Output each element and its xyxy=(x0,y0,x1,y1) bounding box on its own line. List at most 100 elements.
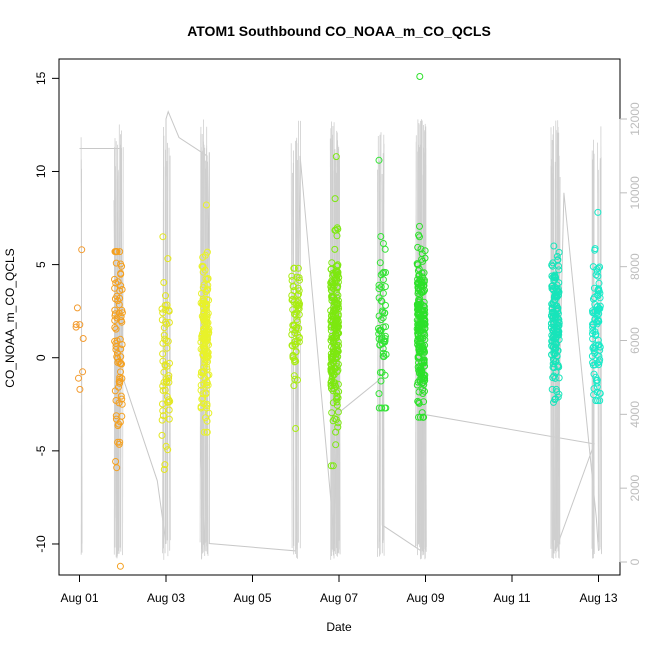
data-point xyxy=(552,340,560,348)
data-point xyxy=(333,350,340,358)
data-point xyxy=(329,462,337,470)
y-axis-right: 0 2000 4000 6000 8000 10000 12000 xyxy=(619,102,642,565)
data-point xyxy=(111,306,119,314)
altitude-profile xyxy=(116,175,118,549)
data-point xyxy=(327,265,335,273)
data-point xyxy=(550,364,558,372)
data-point xyxy=(294,291,302,299)
data-point xyxy=(197,386,205,394)
data-point xyxy=(159,412,167,420)
data-point xyxy=(381,332,389,340)
data-point xyxy=(382,323,390,331)
data-point xyxy=(334,423,342,431)
data-point xyxy=(420,398,428,406)
data-point xyxy=(415,317,422,325)
data-point xyxy=(118,262,126,270)
data-point xyxy=(375,312,383,320)
data-point xyxy=(549,285,557,293)
data-point xyxy=(164,255,172,263)
data-point xyxy=(290,264,298,272)
y2-tick-label: 10000 xyxy=(628,176,642,210)
data-point xyxy=(420,298,428,306)
data-point xyxy=(198,262,206,270)
data-point xyxy=(199,368,207,376)
data-point xyxy=(551,396,559,403)
data-point xyxy=(548,305,556,313)
data-point xyxy=(202,314,210,322)
data-point xyxy=(549,334,557,342)
data-point xyxy=(113,337,121,345)
data-point xyxy=(549,282,557,289)
data-point xyxy=(203,286,211,294)
y2-tick-label: 2000 xyxy=(628,474,642,501)
data-point xyxy=(295,311,303,319)
data-point xyxy=(375,390,383,398)
data-point xyxy=(291,375,299,383)
data-point xyxy=(551,274,559,282)
data-point xyxy=(290,321,298,329)
data-point xyxy=(112,325,120,333)
data-point xyxy=(415,388,423,396)
y-tick-label: 15 xyxy=(34,71,48,85)
data-point xyxy=(550,346,558,354)
data-point xyxy=(549,259,557,267)
data-point xyxy=(202,350,210,358)
data-point xyxy=(415,413,422,421)
data-point xyxy=(334,408,342,416)
data-point xyxy=(79,368,87,376)
data-point xyxy=(549,374,557,382)
data-point xyxy=(118,309,126,317)
data-point xyxy=(548,323,555,331)
data-point xyxy=(331,298,339,306)
data-point xyxy=(114,359,122,366)
data-point xyxy=(327,377,335,385)
data-point xyxy=(421,310,429,318)
data-point xyxy=(555,288,563,296)
altitude-profile xyxy=(120,130,122,552)
data-point xyxy=(555,390,563,398)
data-point xyxy=(118,395,126,403)
data-point xyxy=(414,287,422,295)
data-point xyxy=(289,306,297,314)
data-point xyxy=(164,446,172,454)
data-point xyxy=(415,231,423,239)
x-tick-label: Aug 09 xyxy=(406,591,444,605)
data-point xyxy=(200,305,208,313)
x-tick-label: Aug 07 xyxy=(320,591,358,605)
data-point xyxy=(164,398,171,406)
data-point xyxy=(416,334,424,342)
data-point xyxy=(554,347,562,355)
data-point xyxy=(548,300,556,308)
data-point xyxy=(331,306,339,314)
data-point xyxy=(158,431,166,439)
data-point xyxy=(549,262,556,270)
data-point xyxy=(327,307,335,315)
data-point xyxy=(553,252,561,260)
data-point xyxy=(116,375,124,383)
data-point xyxy=(382,351,390,358)
data-point xyxy=(418,269,426,277)
data-point xyxy=(552,368,560,376)
data-point xyxy=(158,305,166,313)
data-point xyxy=(333,262,340,270)
y2-tick-label: 8000 xyxy=(628,253,642,280)
data-point xyxy=(333,393,341,401)
data-point xyxy=(328,287,336,295)
data-point xyxy=(333,363,341,371)
data-point xyxy=(416,295,424,303)
data-point xyxy=(555,331,563,339)
data-point xyxy=(551,283,559,291)
data-point xyxy=(293,302,301,310)
data-point xyxy=(334,291,342,299)
data-point xyxy=(549,298,557,306)
data-point xyxy=(202,414,209,422)
data-point xyxy=(114,438,122,446)
data-point xyxy=(414,275,422,283)
data-point xyxy=(202,201,210,209)
data-point xyxy=(163,362,171,370)
data-point xyxy=(202,390,210,398)
data-point xyxy=(117,392,125,400)
y-tick-label: -10 xyxy=(34,535,48,553)
data-point xyxy=(335,322,342,330)
data-point xyxy=(549,313,557,320)
